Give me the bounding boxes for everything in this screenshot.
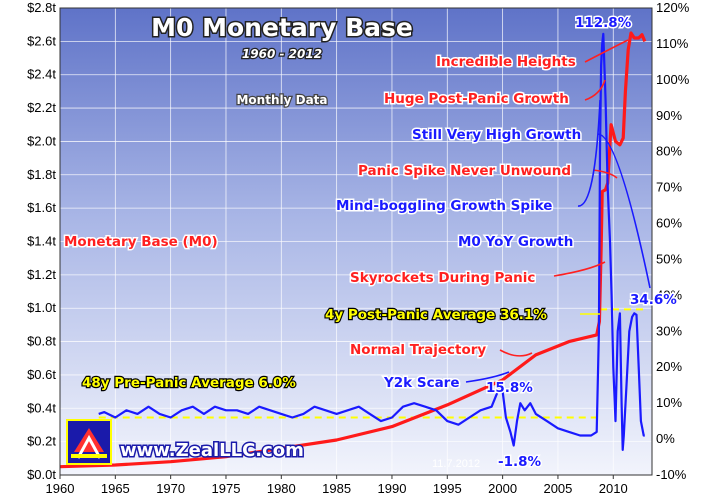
- annotations: 48y Pre-Panic Average 6.0% 4y Post-Panic …: [63, 14, 679, 472]
- left-y-tick-label: $0.6t: [27, 367, 56, 382]
- x-tick-label: 2005: [543, 481, 572, 496]
- zeal-logo: [66, 419, 112, 465]
- annotation-arrow: [465, 371, 510, 383]
- right-y-axis: -10% 0% 10% 20% 30% 40% 50% 60% 70% 80% 90% 100% 110…: [656, 0, 690, 482]
- series-line-yoy-growth: [98, 32, 645, 451]
- annotation-arrow: [499, 349, 533, 357]
- chart-title: M0 Monetary Base: [151, 13, 413, 42]
- x-tick-label: 1975: [212, 481, 241, 496]
- x-axis: 1960 1965 1970 1975 1980 1985 1990 1995 2000 2005…: [46, 475, 628, 496]
- annotation-arrow: [577, 99, 601, 207]
- annotation-arrow: [584, 79, 606, 101]
- right-y-tick-label: 100%: [656, 72, 690, 87]
- label-mind-boggling-growth-spike: Mind-boggling Growth Spike: [336, 198, 552, 214]
- label-pre-panic-average: 48y Pre-Panic Average 6.0%: [82, 375, 296, 391]
- x-tick-label: 2000: [488, 481, 517, 496]
- right-y-tick-label: 30%: [656, 323, 682, 338]
- x-tick-label: 2010: [599, 481, 628, 496]
- label-post-panic-average: 4y Post-Panic Average 36.1%: [325, 307, 547, 323]
- label-monetary-base: Monetary Base (M0): [64, 234, 218, 250]
- left-y-tick-label: $0.0t: [27, 467, 56, 482]
- label-normal-trajectory: Normal Trajectory: [350, 342, 486, 358]
- label-huge-post-panic-growth: Huge Post-Panic Growth: [384, 91, 569, 107]
- date-stamp: 11.7.2012: [432, 458, 480, 470]
- x-tick-label: 1995: [433, 481, 462, 496]
- left-y-tick-label: $0.2t: [27, 434, 56, 449]
- annotation-arrow: [592, 169, 618, 179]
- series-lines: [59, 31, 647, 469]
- right-y-tick-label: -10%: [656, 467, 687, 482]
- right-y-tick-label: 60%: [656, 216, 682, 231]
- left-y-tick-label: $2.6t: [27, 33, 56, 48]
- annotation-arrow: [597, 133, 651, 289]
- annotation-arrow: [553, 261, 606, 277]
- watermark: www.ZealLLC.com: [120, 440, 304, 461]
- left-y-tick-label: $2.2t: [27, 100, 56, 115]
- right-y-tick-label: 120%: [656, 0, 690, 15]
- label-y2k-peak: 15.8%: [486, 380, 533, 396]
- annotation-arrows: [465, 39, 651, 383]
- left-y-axis: $0.0t $0.2t $0.4t $0.6t $0.8t $1.0t $1.2t $1.4t…: [27, 0, 56, 482]
- monthly-data-note: Monthly Data: [236, 93, 327, 107]
- label-panic-peak: 112.8%: [575, 15, 632, 31]
- x-tick-label: 1980: [267, 481, 296, 496]
- label-current-growth: 34.6%: [630, 292, 677, 308]
- average-lines: [98, 308, 645, 419]
- right-y-tick-label: 0%: [656, 431, 675, 446]
- left-y-tick-label: $2.0t: [27, 133, 56, 148]
- left-y-tick-label: $1.0t: [27, 300, 56, 315]
- label-incredible-heights: Incredible Heights: [436, 54, 576, 70]
- right-y-tick-label: 40%: [656, 287, 682, 302]
- left-y-tick-label: $2.4t: [27, 67, 56, 82]
- left-y-tick-label: $2.8t: [27, 0, 56, 15]
- right-y-tick-label: 20%: [656, 359, 682, 374]
- label-y2k-trough: -1.8%: [498, 454, 542, 470]
- x-tick-label: 1965: [101, 481, 130, 496]
- left-y-tick-label: $0.4t: [27, 400, 56, 415]
- series-line-monetary-base: [59, 31, 647, 469]
- x-tick-label: 1960: [46, 481, 75, 496]
- x-tick-label: 1970: [156, 481, 185, 496]
- annotation-arrow: [584, 39, 629, 63]
- label-still-very-high-growth: Still Very High Growth: [412, 127, 581, 143]
- label-yoy-growth: M0 YoY Growth: [458, 234, 573, 250]
- right-y-tick-label: 70%: [656, 180, 682, 195]
- plot-border: [59, 7, 653, 476]
- right-y-tick-label: 80%: [656, 144, 682, 159]
- chart-subtitle: 1960 - 2012: [242, 47, 322, 61]
- left-y-tick-label: $1.6t: [27, 200, 56, 215]
- left-y-tick-label: $1.4t: [27, 234, 56, 249]
- right-y-tick-label: 90%: [656, 108, 682, 123]
- x-tick-label: 1990: [378, 481, 407, 496]
- right-y-tick-label: 50%: [656, 251, 682, 266]
- x-tick-label: 1985: [322, 481, 351, 496]
- label-skyrockets-during-panic: Skyrockets During Panic: [350, 270, 535, 286]
- right-y-tick-label: 10%: [656, 395, 682, 410]
- left-y-tick-label: $1.8t: [27, 167, 56, 182]
- label-y2k-scare: Y2k Scare: [383, 375, 460, 391]
- left-y-tick-label: $1.2t: [27, 267, 56, 282]
- left-y-tick-label: $0.8t: [27, 334, 56, 349]
- right-y-tick-label: 110%: [656, 36, 689, 51]
- label-panic-spike-never-unwound: Panic Spike Never Unwound: [358, 163, 571, 179]
